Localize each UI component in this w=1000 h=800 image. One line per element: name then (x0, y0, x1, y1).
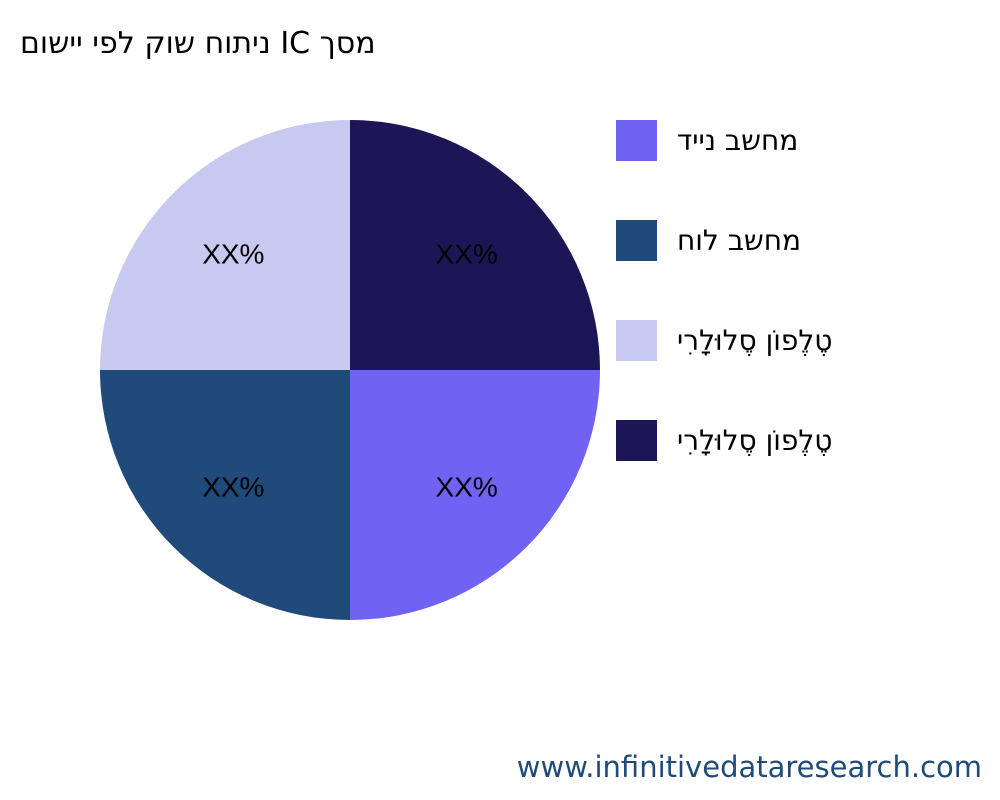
pie-slice (100, 370, 350, 620)
legend-swatch (616, 420, 657, 461)
legend-item: מחשב לוח (616, 220, 801, 261)
legend-swatch (616, 120, 657, 161)
pie-slice (350, 370, 600, 620)
data-label: XX% (436, 238, 498, 269)
data-label: XX% (436, 472, 498, 503)
data-label: XX% (202, 472, 264, 503)
watermark: www.infinitivedataresearch.com (516, 750, 982, 784)
pie-slice (100, 120, 350, 370)
legend-swatch (616, 220, 657, 261)
pie-slice (350, 120, 600, 370)
legend-item: טֶלֶפוֹן סֶלוּלָרִי (616, 320, 832, 361)
chart-title: מסך IC ניתוח שוק לפי יישום (20, 26, 376, 61)
legend-item: מחשב נייד (616, 120, 798, 161)
legend-label: טֶלֶפוֹן סֶלוּלָרִי (677, 324, 833, 357)
data-label: XX% (202, 238, 264, 269)
legend-item: טֶלֶפוֹן סֶלוּלָרִי (616, 420, 832, 461)
legend-label: טֶלֶפוֹן סֶלוּלָרִי (677, 424, 833, 457)
legend-label: מחשב נייד (677, 124, 799, 157)
legend-label: מחשב לוח (677, 224, 802, 257)
legend-swatch (616, 320, 657, 361)
